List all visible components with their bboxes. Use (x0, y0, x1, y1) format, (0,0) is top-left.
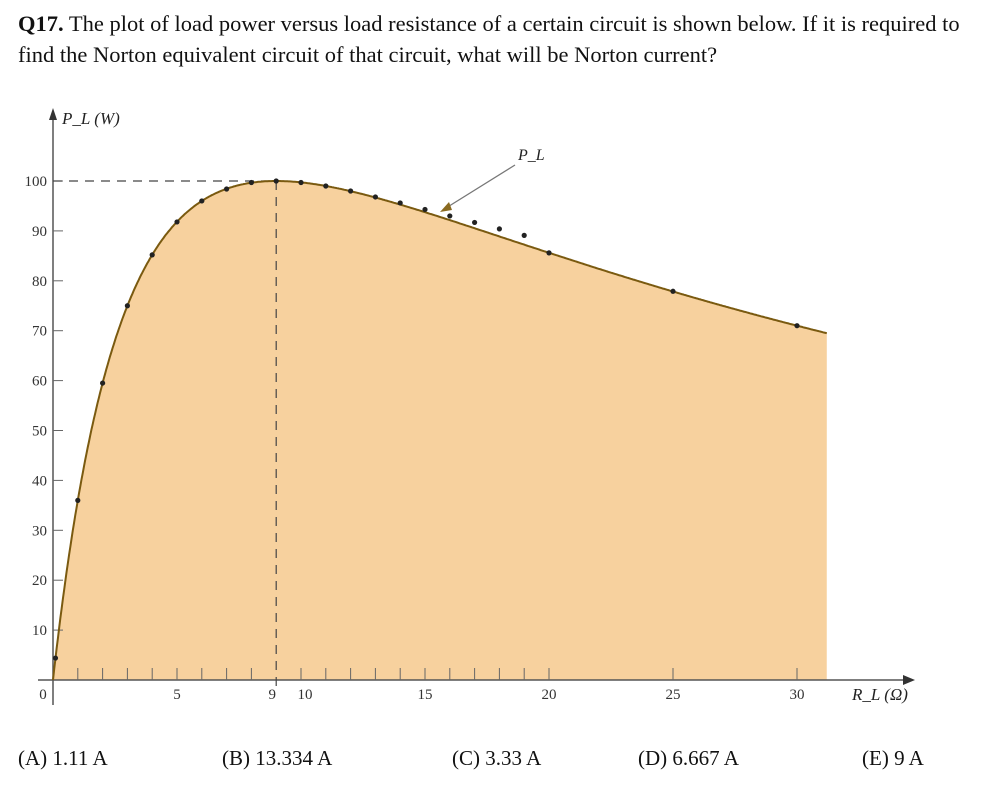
option-label: (B) (222, 746, 250, 770)
y-tick-label: 10 (32, 623, 47, 639)
data-point (323, 183, 329, 189)
data-point (100, 380, 106, 386)
power-curve (52, 180, 828, 681)
option-value: 9 A (894, 746, 924, 770)
annotation-arrowhead (440, 202, 452, 212)
data-point (422, 206, 428, 213)
data-point (447, 213, 453, 219)
option-c[interactable]: (C) 3.33 A (452, 746, 541, 771)
data-point (472, 219, 478, 226)
x-tick-label: 30 (790, 687, 805, 703)
y-axis-label: P_L (W) (61, 109, 120, 128)
y-tick-label: 20 (32, 573, 47, 589)
data-point (794, 323, 800, 329)
x-tick-label: 25 (666, 687, 681, 703)
option-label: (E) (862, 746, 889, 770)
y-tick-label: 30 (32, 523, 47, 539)
x-tick-label: 20 (542, 687, 557, 703)
option-value: 3.33 A (485, 746, 542, 770)
question-body: The plot of load power versus load resis… (18, 11, 960, 67)
x-tick-label: 0 (39, 687, 47, 703)
data-point (397, 200, 403, 206)
data-point (496, 226, 502, 232)
x-axis-arrow (903, 675, 915, 685)
x-tick-label: 10 (298, 687, 313, 703)
option-label: (C) (452, 746, 480, 770)
option-value: 1.11 A (52, 746, 108, 770)
y-tick-label: 100 (25, 174, 48, 190)
data-point (224, 186, 230, 192)
data-point (52, 655, 59, 661)
data-point (124, 303, 130, 309)
y-tick-label: 80 (32, 274, 47, 290)
y-tick-label: 90 (32, 224, 47, 240)
y-tick-label: 50 (32, 424, 47, 440)
data-point (273, 178, 279, 184)
data-point (521, 232, 527, 238)
power-vs-resistance-chart: 0 5 9 10 15 20 25 30 10 20 30 40 50 60 70 80 90 100 P_L (… (25, 108, 915, 705)
y-tick-label: 60 (32, 374, 47, 390)
option-e[interactable]: (E) 9 A (862, 746, 924, 771)
x-tick-label: 5 (173, 687, 181, 703)
data-point (174, 219, 180, 225)
question-number: Q17. (18, 11, 64, 36)
y-tick-label: 70 (32, 324, 47, 340)
option-b[interactable]: (B) 13.334 A (222, 746, 332, 771)
data-point (75, 497, 81, 503)
annotation-arrow (445, 164, 516, 209)
option-label: (A) (18, 746, 48, 770)
y-tick-label: 40 (32, 473, 47, 489)
data-point (348, 188, 354, 194)
data-point (199, 198, 205, 204)
curve-annotation-label: P_L (517, 147, 545, 164)
data-point (670, 288, 676, 294)
x-tick-label: 15 (418, 687, 433, 703)
y-axis-arrow (49, 108, 57, 120)
question-text: Q17. The plot of load power versus load … (18, 8, 988, 70)
option-a[interactable]: (A) 1.11 A (18, 746, 108, 771)
x-axis-label: R_L (Ω) (851, 685, 908, 704)
data-point (298, 179, 304, 186)
x-tick-label: 9 (268, 687, 276, 703)
option-value: 6.667 A (672, 746, 739, 770)
data-point (149, 252, 155, 258)
option-d[interactable]: (D) 6.667 A (638, 746, 739, 771)
data-point (372, 194, 378, 200)
area-fill (53, 181, 827, 680)
option-value: 13.334 A (255, 746, 333, 770)
option-label: (D) (638, 746, 668, 770)
data-point (248, 179, 254, 186)
data-point (546, 250, 552, 256)
